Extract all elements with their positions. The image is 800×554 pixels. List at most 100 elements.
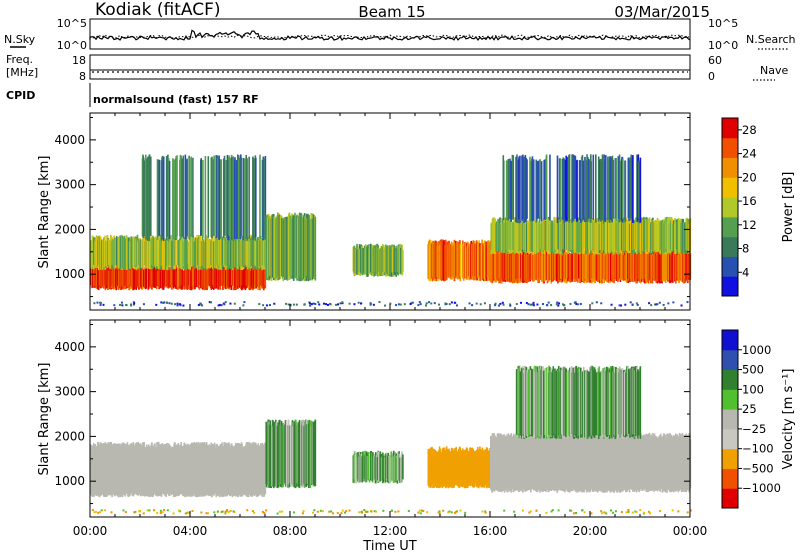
- power-noise-cell: [509, 304, 512, 307]
- power-noise-cell: [160, 301, 163, 304]
- velocity-noise-cell: [484, 511, 487, 514]
- power-noise-cell: [556, 301, 559, 304]
- power-cell: [500, 218, 503, 251]
- power-cell: [154, 270, 157, 289]
- velocity-noise-cell: [251, 510, 254, 513]
- power-colorbar-tick-label: 24: [742, 147, 757, 161]
- power-cell: [115, 236, 118, 266]
- y-tick-label: 2000: [54, 429, 85, 443]
- velocity-cell: [571, 367, 574, 435]
- velocity-cell: [264, 447, 267, 495]
- velocity-noise-cell: [184, 512, 187, 515]
- power-cell: [534, 221, 536, 252]
- velocity-noise-cell: [328, 510, 331, 513]
- power-cell: [287, 213, 290, 280]
- velocity-noise-cell: [551, 509, 554, 512]
- velocity-cell: [530, 369, 532, 435]
- power-cell: [612, 159, 615, 219]
- power-noise-cell: [444, 302, 447, 305]
- power-cell: [584, 156, 586, 223]
- power-colorbar-swatch: [722, 157, 738, 178]
- power-noise-cell: [595, 301, 598, 304]
- velocity-cell: [563, 367, 565, 436]
- nsky-label: N.Sky: [4, 33, 36, 46]
- velocity-noise-cell: [418, 509, 421, 512]
- power-cell: [585, 250, 587, 279]
- velocity-noise-cell: [370, 510, 373, 513]
- power-cell: [223, 155, 226, 236]
- power-cell: [601, 251, 604, 280]
- power-cell: [228, 155, 230, 236]
- power-cell: [448, 240, 450, 277]
- velocity-cell: [380, 456, 383, 481]
- power-noise-cell: [341, 301, 344, 304]
- velocity-noise-cell: [124, 511, 127, 514]
- power-cell: [146, 158, 148, 240]
- velocity-cell: [435, 451, 437, 488]
- power-cell: [194, 269, 196, 290]
- power-cell: [314, 217, 317, 281]
- power-cell: [587, 158, 590, 219]
- velocity-cell: [489, 448, 491, 488]
- velocity-cell: [599, 372, 602, 435]
- power-cell: [216, 155, 219, 238]
- power-cell: [122, 240, 124, 268]
- y-tick-label: 1000: [54, 474, 85, 488]
- power-cell: [101, 239, 103, 269]
- velocity-noise-cell: [528, 511, 531, 514]
- power-cell: [628, 160, 630, 222]
- velocity-noise-cell: [232, 510, 235, 513]
- velocity-cell: [574, 372, 576, 436]
- power-noise-cell: [174, 303, 177, 306]
- velocity-cell: [269, 420, 272, 484]
- power-noise-cell: [497, 304, 500, 307]
- power-cell: [247, 236, 250, 268]
- power-noise-cell: [397, 303, 400, 306]
- velocity-x-ticks: [89, 320, 691, 517]
- velocity-cell: [367, 451, 370, 481]
- power-cell: [548, 249, 550, 281]
- power-noise-cell: [532, 304, 535, 307]
- power-cell: [512, 221, 515, 250]
- power-cell: [231, 160, 234, 241]
- velocity-noise-cell: [161, 511, 164, 514]
- velocity-cell: [580, 371, 583, 435]
- power-cell: [512, 155, 515, 219]
- power-cell: [445, 239, 447, 281]
- velocity-cell: [580, 367, 582, 438]
- power-cell: [580, 160, 582, 223]
- power-cell: [156, 266, 159, 287]
- power-noise-cell: [483, 302, 486, 305]
- velocity-noise-cell: [319, 509, 322, 512]
- velocity-cell: [548, 365, 550, 439]
- power-cell: [662, 254, 664, 280]
- power-colorbar-tick-label: 8: [742, 242, 749, 256]
- power-cell: [177, 240, 180, 267]
- power-cell: [510, 220, 513, 253]
- velocity-cell: [552, 366, 555, 436]
- power-cell: [451, 245, 454, 277]
- power-cell: [607, 156, 609, 220]
- power-noise-cell: [433, 302, 436, 305]
- power-cell: [684, 223, 687, 253]
- power-cell: [225, 160, 228, 239]
- nsky-trace: [89, 29, 691, 42]
- velocity-noise-cell: [172, 512, 175, 515]
- power-cell: [543, 160, 545, 220]
- velocity-cell: [457, 451, 459, 486]
- power-noise-cell: [455, 304, 458, 307]
- power-cell: [534, 251, 537, 280]
- power-cell: [168, 160, 171, 240]
- power-cell: [174, 235, 177, 269]
- power-cell: [597, 156, 600, 222]
- velocity-noise-cell: [344, 511, 347, 514]
- velocity-noise-cell: [605, 512, 608, 515]
- velocity-noise-cell: [659, 509, 662, 512]
- nsky-strip: N.Sky 10^5 10^0 10^5 10^0 N.Search: [4, 17, 796, 52]
- velocity-colorbar-tick-label: −500: [742, 461, 774, 475]
- power-noise-cell: [509, 303, 512, 306]
- power-cell: [523, 156, 526, 219]
- velocity-noise-cell: [100, 509, 103, 512]
- power-cell: [519, 155, 521, 223]
- velocity-cell: [598, 366, 600, 435]
